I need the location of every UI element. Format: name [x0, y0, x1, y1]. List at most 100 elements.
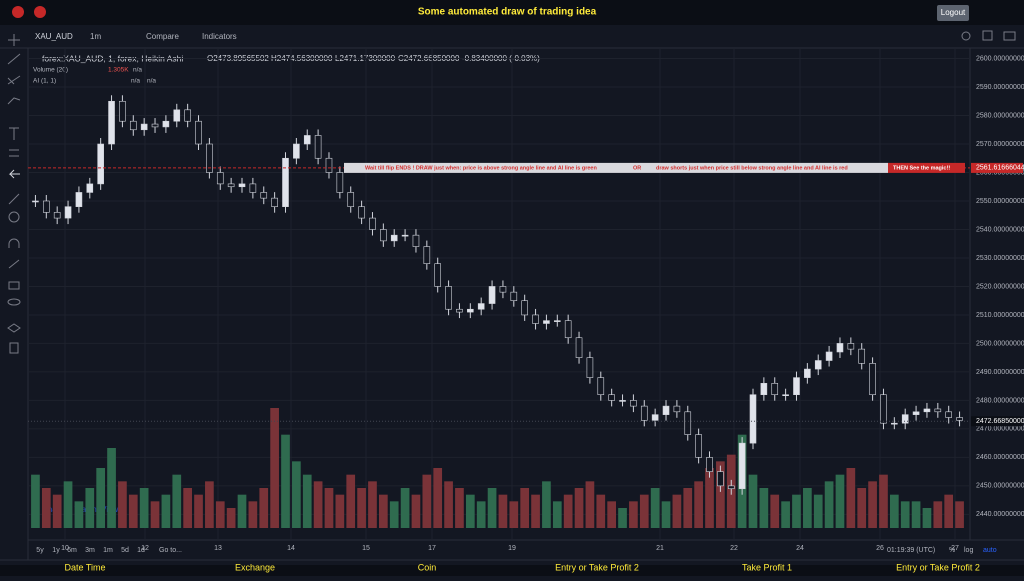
volume-bar: [150, 501, 160, 528]
zoom-icon[interactable]: [8, 211, 20, 223]
interval[interactable]: 1m: [90, 32, 101, 41]
log-toggle[interactable]: log: [964, 547, 973, 554]
candle-body: [488, 286, 496, 304]
candle-body: [651, 414, 659, 421]
candle-body: [271, 197, 278, 207]
candle-body: [369, 217, 376, 230]
ruler-icon[interactable]: [8, 193, 20, 205]
volume-bar: [694, 481, 703, 528]
volume-bar: [433, 468, 443, 528]
x-tick-label: 17: [428, 545, 436, 552]
candle-body: [749, 394, 757, 444]
text-icon[interactable]: [9, 127, 19, 140]
candle-body: [53, 212, 61, 219]
volume-bar: [313, 481, 323, 528]
x-tick-label: 15: [362, 545, 370, 552]
candle-body: [423, 246, 431, 264]
trash-icon[interactable]: [9, 342, 19, 354]
indicators-button[interactable]: Indicators: [202, 32, 237, 41]
candle-body: [282, 157, 289, 207]
back-icon[interactable]: [8, 169, 20, 179]
candle-body: [553, 320, 561, 322]
candle-body: [760, 383, 768, 396]
volume-bar: [846, 468, 856, 528]
candle-body: [836, 343, 844, 353]
candle-body: [314, 135, 322, 159]
candle-body: [43, 200, 50, 213]
candle-body: [814, 360, 822, 370]
candle-body: [206, 143, 213, 173]
candle-body: [575, 337, 583, 358]
candle-body: [151, 123, 159, 128]
candle-body: [456, 308, 463, 313]
volume-bar: [716, 461, 725, 528]
volume-bar: [542, 481, 551, 528]
lock-icon[interactable]: [8, 281, 20, 290]
symbol[interactable]: XAU_AUD: [35, 32, 73, 41]
range-button[interactable]: 5d: [121, 547, 129, 554]
logout-label[interactable]: Logout: [941, 8, 966, 17]
volume-bar: [596, 494, 606, 528]
footer-column: Exchange: [235, 562, 275, 572]
range-button[interactable]: 1d: [137, 547, 145, 554]
footer-column: Entry or Take Profit 2: [896, 562, 980, 572]
volume-bar: [194, 494, 203, 528]
screenshot-icon[interactable]: [1003, 31, 1016, 41]
volume-bar: [683, 488, 693, 528]
volume-bar: [324, 488, 334, 528]
volume-bar: [107, 448, 116, 528]
y-tick-label: 2460.00000000: [976, 454, 1024, 461]
fib-icon[interactable]: [7, 75, 21, 85]
x-tick-label: 21: [656, 545, 664, 552]
price-tag: [971, 162, 1023, 173]
goto-button[interactable]: Go to...: [159, 547, 182, 554]
volume-bar: [792, 494, 801, 528]
candle-body: [608, 394, 615, 401]
volume-name: Volume (20): [33, 67, 68, 74]
y-tick-label: 2550.00000000: [976, 198, 1024, 205]
volume-bar: [85, 488, 95, 528]
footer-column: Coin: [418, 562, 437, 572]
percent-toggle[interactable]: %: [949, 547, 955, 554]
eye-icon[interactable]: [7, 298, 21, 306]
range-button[interactable]: 1y: [52, 547, 60, 554]
candle-body: [662, 405, 670, 415]
pencil-icon[interactable]: [8, 259, 20, 269]
range-button[interactable]: 1m: [103, 547, 113, 554]
magnet-icon[interactable]: [8, 238, 20, 248]
candle-body: [412, 234, 420, 247]
range-button[interactable]: 5y: [36, 547, 44, 554]
measure-icon[interactable]: [9, 149, 19, 157]
layers-icon[interactable]: [7, 323, 21, 333]
crosshair-icon[interactable]: [8, 34, 20, 46]
volume-bar: [770, 494, 780, 528]
settings-icon[interactable]: [961, 31, 971, 41]
volume-bar: [302, 474, 312, 528]
candle-body: [847, 343, 855, 350]
candle-body: [640, 405, 648, 421]
candle-body: [64, 206, 72, 219]
compare-button[interactable]: Compare: [146, 32, 179, 41]
logout-button[interactable]: [937, 5, 969, 21]
candle-body: [499, 286, 507, 293]
auto-toggle[interactable]: auto: [983, 547, 997, 554]
volume-bar: [498, 494, 508, 528]
pattern-icon[interactable]: [7, 97, 21, 105]
volume-bar: [400, 488, 410, 528]
candle-body: [912, 411, 920, 415]
range-button[interactable]: 6m: [67, 547, 77, 554]
x-tick-label: 13: [214, 545, 222, 552]
volume-bar: [889, 494, 899, 528]
candle-body: [140, 123, 148, 131]
fullscreen-icon[interactable]: [982, 30, 993, 41]
line-icon[interactable]: [7, 53, 21, 65]
volume-bar: [74, 501, 84, 528]
candle-body: [75, 192, 83, 207]
candle-body: [108, 100, 115, 145]
volume-value: 1.305K: [108, 67, 129, 74]
candle-body: [934, 408, 942, 413]
candle-body: [467, 308, 474, 313]
range-button[interactable]: 3m: [85, 547, 95, 554]
candle-body: [858, 348, 866, 364]
candle-body: [586, 357, 594, 378]
